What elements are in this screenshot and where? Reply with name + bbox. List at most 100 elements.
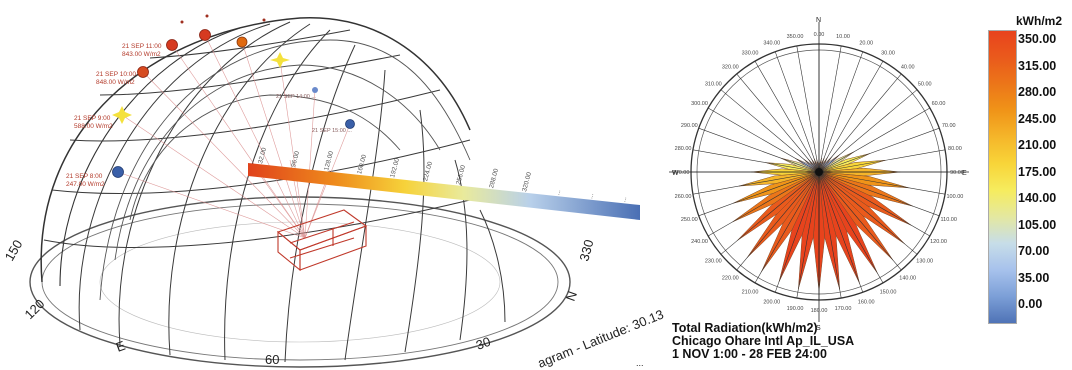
rose-direction-label: 30.00 xyxy=(881,51,895,57)
rose-direction-label: 340.00 xyxy=(763,40,780,46)
sun-marker-dot-b xyxy=(205,14,209,18)
azimuth-label-n: N xyxy=(563,289,580,303)
sun-label-11: 21 SEP 11:00 843.00 W/m2 xyxy=(122,43,162,58)
rose-direction-labels: 0.00 10.00 20.00 30.00 40.00 50.00 60.00 70.00 8… xyxy=(673,32,964,314)
sun-label-9: 21 SEP 9:00 588.00 W/m2 xyxy=(74,115,113,130)
legend-label: 280.00 xyxy=(1018,85,1057,99)
legend-title: kWh/m2 xyxy=(1016,14,1063,28)
compass-east-label: E xyxy=(962,170,967,177)
rose-spoke xyxy=(818,171,946,195)
rose-spoke xyxy=(818,171,940,217)
sun-marker-dot-c xyxy=(262,18,266,22)
rose-direction-label: 350.00 xyxy=(787,34,804,40)
rose-direction-label: 220.00 xyxy=(722,276,739,282)
sun-marker-13 xyxy=(236,36,248,48)
sun-path-diagram: 21 SEP 11:00 843.00 W/m2 21 SEP 10:00 848.… xyxy=(2,14,666,370)
legend-label: 175.00 xyxy=(1018,164,1057,179)
rose-spoke xyxy=(818,149,946,173)
radiation-strip xyxy=(248,163,640,220)
rose-spoke xyxy=(707,171,820,237)
legend-label: 70.00 xyxy=(1018,244,1050,258)
rose-direction-label: 300.00 xyxy=(691,101,708,107)
sun-label-10: 21 SEP 10:00 848.00 W/m2 xyxy=(96,71,136,86)
sun-path-title: agram - Latitude: 30.13 xyxy=(536,307,666,370)
radiation-rose: 0.00 10.00 20.00 30.00 40.00 50.00 60.00 70.00 8… xyxy=(669,17,969,332)
corner-fragment: ... xyxy=(636,358,644,368)
rose-direction-label: 40.00 xyxy=(901,64,915,70)
rose-direction-label: 240.00 xyxy=(691,239,708,245)
legend-label: 140.00 xyxy=(1018,191,1057,205)
compass-west-label: W xyxy=(672,170,679,177)
sun-marker-15 xyxy=(345,119,355,129)
rose-spoke xyxy=(818,107,931,173)
sun-label-line: 848.00 W/m2 xyxy=(96,79,135,86)
rose-direction-label: 330.00 xyxy=(742,51,759,57)
rose-spoke xyxy=(707,107,820,173)
rose-direction-label: 210.00 xyxy=(742,290,759,296)
rose-spoke xyxy=(818,171,931,237)
rose-direction-label: 230.00 xyxy=(705,259,722,265)
rose-center-dot xyxy=(815,168,823,176)
rose-spoke xyxy=(692,171,820,195)
azimuth-label-150: 150 xyxy=(2,237,26,263)
sun-label-15: 21 SEP 15:00 ... xyxy=(312,128,352,134)
dome-outline xyxy=(40,17,471,283)
rose-direction-label: 260.00 xyxy=(675,194,692,200)
rose-spoke xyxy=(818,60,884,173)
legend-label: 245.00 xyxy=(1018,111,1057,126)
legend-label: 315.00 xyxy=(1018,58,1057,73)
rose-direction-label: 180.00 xyxy=(811,308,828,314)
sun-path-arcs xyxy=(99,39,471,301)
rose-spoke xyxy=(818,127,940,173)
sun-rays xyxy=(117,34,351,239)
sun-marker-9 xyxy=(112,106,132,124)
sun-marker-14 xyxy=(270,52,290,68)
ground-ring-outer xyxy=(29,196,571,368)
azimuth-label-120: 120 xyxy=(22,296,48,322)
rose-direction-label: 280.00 xyxy=(675,146,692,152)
strip-value-label: 96.00 xyxy=(290,150,301,168)
azimuth-label-30: 30 xyxy=(474,334,493,353)
strip-value-label: 128.00 xyxy=(323,150,335,171)
rose-spoke xyxy=(692,149,820,173)
legend-color-bar xyxy=(988,30,1017,324)
rose-direction-label: 90.00 xyxy=(950,170,964,176)
rose-spoke xyxy=(818,171,918,255)
rose-spoke xyxy=(818,171,842,299)
strip-value-label: 320.00 xyxy=(521,171,533,192)
sun-marker-dot-a xyxy=(180,20,184,24)
legend-label: 105.00 xyxy=(1018,217,1057,232)
caption-title: Total Radiation(kWh/m2) xyxy=(672,321,818,335)
rose-spokes xyxy=(669,22,969,322)
rose-direction-label: 150.00 xyxy=(880,290,897,296)
rose-direction-label: 320.00 xyxy=(722,64,739,70)
rose-spoke xyxy=(818,89,918,173)
compass-south-label: S xyxy=(816,325,821,332)
color-legend: kWh/m2 350.00 315.00 280.00 245.00 210.00 175… xyxy=(988,14,1072,324)
rose-direction-label: 170.00 xyxy=(835,306,852,312)
dome-meridians xyxy=(78,21,506,363)
legend-label: 350.00 xyxy=(1018,32,1057,46)
rose-direction-label: 10.00 xyxy=(836,34,850,40)
strip-value-label: 288.00 xyxy=(488,168,500,189)
dome-parallels xyxy=(43,29,471,248)
azimuth-label-330: 330 xyxy=(576,238,596,263)
strip-value-label: ... xyxy=(554,189,562,196)
compass-north-label: N xyxy=(816,17,821,24)
rose-spoke xyxy=(818,171,884,284)
rose-spoke xyxy=(754,171,820,284)
legend-label: 210.00 xyxy=(1018,138,1057,152)
strip-value-label: ... xyxy=(620,196,628,203)
rose-direction-label: 160.00 xyxy=(858,300,875,306)
sun-marker-16 xyxy=(312,87,318,93)
building-model xyxy=(276,209,368,272)
rose-spoke xyxy=(720,89,820,173)
rose-direction-label: 100.00 xyxy=(946,194,963,200)
rose-spoke xyxy=(818,171,902,271)
rose-direction-label: 80.00 xyxy=(948,146,962,152)
sun-label-line: 247.00 W/m2 xyxy=(66,181,105,188)
rose-direction-label: 200.00 xyxy=(763,300,780,306)
rose-direction-label: 20.00 xyxy=(859,40,873,46)
rose-direction-label: 250.00 xyxy=(681,217,698,223)
rose-direction-label: 310.00 xyxy=(705,81,722,87)
